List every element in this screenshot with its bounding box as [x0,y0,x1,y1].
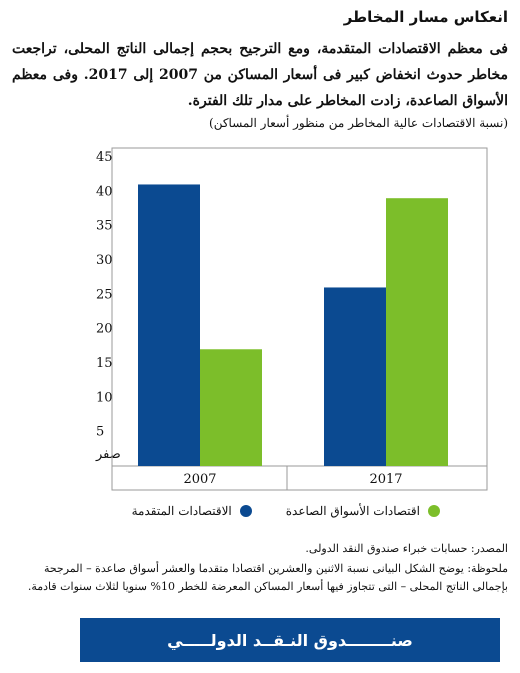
y-tick-label: 15 [96,356,113,371]
y-tick-label: 5 [96,425,104,440]
legend-label-emerging: اقتصادات الأسواق الصاعدة [285,504,420,518]
legend-item-emerging: اقتصادات الأسواق الصاعدة [286,504,440,518]
y-tick-label: صفر [95,447,121,462]
bar-emerging-2007 [200,349,262,466]
legend-dot-advanced [239,505,252,517]
imf-banner-text: صنــــــــدوق النـقــد الدولـــــي [167,630,413,650]
y-tick-label: 30 [96,253,113,268]
y-tick-label: 10 [96,390,113,405]
y-tick-label: 20 [96,322,113,337]
legend: اقتصادات الأسواق الصاعدة الاقتصادات المت… [132,504,440,518]
y-tick-label: 35 [96,219,113,234]
legend-dot-emerging [428,505,440,517]
chart-title: انعكاس مسار المخاطر [343,8,508,26]
y-tick-label: 45 [96,150,113,165]
bar-emerging-2017 [386,198,448,466]
legend-label-advanced: الاقتصادات المتقدمة [131,504,232,518]
chart-subtitle: فى معظم الاقتصادات المتقدمة، ومع الترجيح… [12,41,508,109]
unit-note: (نسبة الاقتصادات عالية المخاطر من منظور … [209,116,508,130]
footnote: ملحوظة: يوضح الشكل البيانى نسبة الاثنين … [27,562,508,593]
x-axis-labels: 2007 2017 [183,472,402,487]
legend-item-advanced: الاقتصادات المتقدمة [132,504,252,518]
plot-frame [111,147,488,491]
imf-banner: صنــــــــدوق النـقــد الدولـــــي [80,618,500,662]
bar-advanced-2017 [324,287,386,466]
y-tick-label: 25 [96,287,113,302]
source-note: المصدر: حسابات خبراء صندوق النقد الدولى. [305,542,508,555]
bar-advanced-2007 [138,184,200,466]
y-tick-label: 40 [96,184,113,199]
x-tick-label: 2017 [369,472,402,487]
bars [138,184,448,466]
x-tick-label: 2007 [183,472,216,487]
y-axis-labels: صفر 5 10 15 20 25 30 35 40 45 [95,150,121,462]
